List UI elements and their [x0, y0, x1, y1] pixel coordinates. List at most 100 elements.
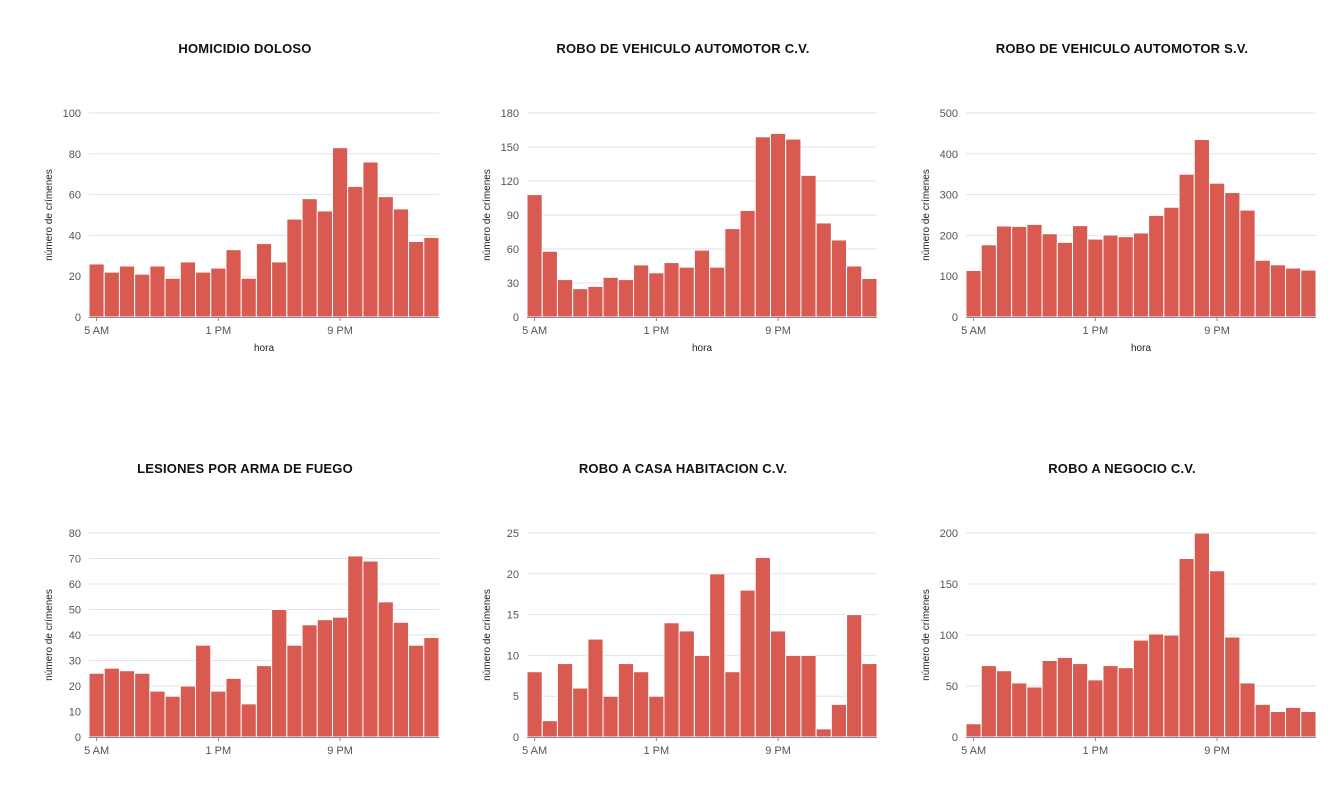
bar-2-am — [846, 265, 863, 318]
bar-chart-homicidio-doloso: 0 20 40 60 80 100 5 AM 1 PM 9 PM número de crímen… — [44, 108, 440, 354]
y-tick-label: 30 — [507, 278, 519, 290]
x-tick-label: 9 PM — [1204, 325, 1230, 337]
bar-7-pm — [739, 589, 756, 738]
y-tick-label: 80 — [69, 149, 81, 161]
bar-12-pm — [195, 644, 212, 738]
bar-7-am — [556, 663, 574, 738]
y-tick-label: 0 — [952, 312, 958, 324]
y-tick-label: 120 — [501, 176, 519, 188]
bar-3-pm — [240, 277, 257, 318]
bar-chart-robo-vehiculo-sv: 0 100 200 300 400 500 5 AM 1 PM 9 PM número de cr… — [921, 108, 1317, 354]
chart-panel-lesiones-arma-fuego: LESIONES POR ARMA DE FUEGO 0 10 20 30 40 50 60… — [25, 420, 465, 800]
x-tick-label: 5 AM — [522, 745, 547, 757]
bar-2-pm — [1102, 665, 1119, 738]
bar-4-pm — [255, 665, 273, 738]
bar-5-am — [965, 723, 982, 738]
bar-10-am — [602, 695, 619, 738]
bar-2-am — [1285, 267, 1302, 318]
bar-6-pm — [286, 218, 303, 318]
x-axis-title: hora — [692, 343, 712, 354]
bar-2-pm — [663, 622, 680, 738]
bar-3-pm — [1117, 236, 1134, 318]
bar-1-pm — [210, 690, 227, 738]
y-tick-label: 60 — [69, 579, 81, 591]
bar-12-pm — [1072, 663, 1089, 738]
y-tick-label: 150 — [501, 142, 519, 154]
bar-6-am — [541, 250, 558, 318]
x-tick-label: 5 AM — [961, 325, 986, 337]
bar-5-am — [526, 671, 543, 738]
bar-11-am — [617, 663, 635, 738]
bar-1-am — [392, 621, 410, 738]
bar-6-am — [980, 665, 997, 738]
x-tick-label: 9 PM — [327, 325, 353, 337]
bar-11-pm — [362, 560, 379, 738]
bar-3-am — [1300, 269, 1317, 318]
bar-1-pm — [1087, 238, 1104, 318]
bar-7-am — [118, 670, 136, 738]
chart-title: ROBO DE VEHICULO AUTOMOTOR C.V. — [556, 41, 810, 56]
bar-5-pm — [271, 609, 288, 738]
bar-5-pm — [271, 261, 288, 318]
chart-panel-robo-negocio: ROBO A NEGOCIO C.V. 0 50 100 150 200 5 AM 1 PM… — [902, 420, 1339, 800]
y-tick-label: 0 — [513, 312, 519, 324]
bar-7-pm — [1178, 558, 1195, 738]
bar-chart-robo-vehiculo-cv: 0 30 60 90 120 150 180 5 AM 1 PM 9 PM número de cr… — [482, 108, 878, 354]
bar-8-am — [572, 687, 589, 738]
bar-10-pm — [785, 654, 802, 738]
bar-9-am — [1026, 223, 1043, 318]
bar-12-pm — [633, 671, 650, 738]
bar-8-am — [134, 672, 151, 738]
bar-5-am — [88, 672, 105, 738]
chart-panel-robo-casa-habitacion: ROBO A CASA HABITACION C.V. 0 5 10 15 20 25 5 … — [463, 420, 903, 800]
bar-4-pm — [693, 249, 711, 318]
bar-9-am — [587, 285, 604, 318]
y-tick-label: 0 — [75, 312, 81, 324]
bar-5-pm — [709, 573, 726, 738]
x-tick-label: 1 PM — [206, 745, 232, 757]
y-tick-label: 200 — [940, 230, 958, 242]
bar-2-pm — [663, 262, 680, 318]
y-tick-label: 40 — [69, 630, 81, 642]
bar-6-pm — [724, 671, 741, 738]
bar-12-pm — [1072, 225, 1089, 318]
bar-1-pm — [648, 272, 665, 318]
bar-3-am — [861, 277, 878, 318]
bar-7-am — [995, 225, 1013, 318]
bar-1-am — [830, 703, 848, 738]
y-tick-label: 180 — [501, 108, 519, 120]
bar-11-am — [179, 261, 197, 318]
bar-1-pm — [648, 695, 665, 738]
y-tick-label: 10 — [69, 707, 81, 719]
bar-12-am — [1254, 259, 1271, 318]
bar-chart-robo-casa-habitacion: 0 5 10 15 20 25 5 AM 1 PM 9 PM número de crímenes — [482, 528, 878, 757]
bar-12-am — [1254, 703, 1271, 738]
y-tick-label: 400 — [940, 149, 958, 161]
y-tick-label: 60 — [69, 190, 81, 202]
bar-3-am — [1300, 711, 1317, 738]
bar-3-am — [861, 663, 878, 738]
bar-1-am — [830, 239, 848, 318]
bar-2-pm — [225, 249, 242, 318]
y-tick-label: 0 — [952, 732, 958, 744]
bar-7-am — [118, 265, 136, 318]
y-tick-label: 20 — [69, 681, 81, 693]
bar-8-am — [1011, 682, 1028, 738]
bar-3-pm — [678, 630, 695, 738]
bar-10-pm — [347, 555, 364, 738]
bar-8-pm — [754, 556, 771, 738]
bar-3-pm — [240, 703, 257, 738]
bar-6-am — [103, 271, 120, 318]
chart-title: ROBO A NEGOCIO C.V. — [1048, 461, 1196, 476]
bar-8-pm — [1193, 139, 1210, 318]
bar-3-pm — [678, 266, 695, 318]
y-axis-title: número de crímenes — [921, 169, 932, 261]
bar-5-pm — [709, 266, 726, 318]
bar-10-am — [1041, 233, 1058, 318]
bar-5-am — [88, 263, 105, 318]
bar-12-pm — [633, 264, 650, 318]
y-tick-label: 70 — [69, 554, 81, 566]
y-tick-label: 30 — [69, 656, 81, 668]
x-tick-label: 9 PM — [765, 325, 791, 337]
bar-5-am — [526, 194, 543, 318]
